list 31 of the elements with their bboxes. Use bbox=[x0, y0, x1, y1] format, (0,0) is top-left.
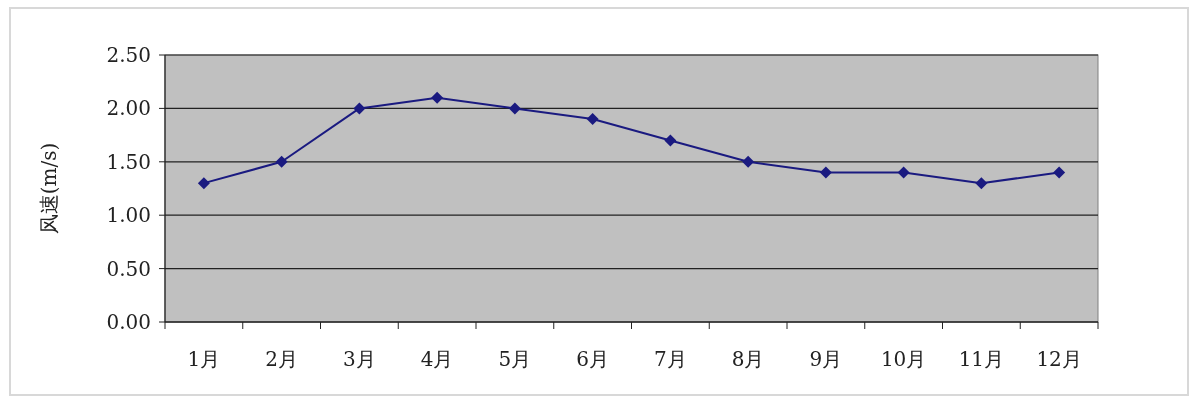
x-tick-label: 8月 bbox=[731, 347, 765, 371]
point bbox=[197, 177, 210, 190]
x-tick-label: 2月 bbox=[265, 347, 298, 371]
point bbox=[897, 166, 910, 179]
point bbox=[586, 113, 599, 126]
y-axis-title: 风速(m/s) bbox=[37, 142, 61, 235]
point bbox=[508, 102, 521, 115]
x-tick-label: 11月 bbox=[958, 347, 1005, 371]
x-tick-label: 3月 bbox=[343, 347, 376, 371]
y-tick-label: 0.00 bbox=[106, 310, 151, 334]
point bbox=[664, 134, 677, 147]
y-tick-label: 1.50 bbox=[106, 149, 151, 174]
x-tick-label: 5月 bbox=[498, 347, 532, 371]
point bbox=[819, 166, 832, 179]
x-tick-label: 10月 bbox=[880, 347, 927, 371]
y-tick-label: 2.50 bbox=[106, 43, 151, 67]
x-tick-label: 1月 bbox=[187, 347, 221, 371]
point bbox=[975, 177, 988, 190]
point bbox=[1053, 166, 1066, 179]
y-tick-label: 0.50 bbox=[106, 256, 151, 281]
point bbox=[275, 155, 288, 168]
x-tick-label: 12月 bbox=[1036, 347, 1082, 371]
x-tick-label: 9月 bbox=[809, 347, 843, 371]
point bbox=[353, 102, 366, 115]
x-tick-label: 7月 bbox=[654, 347, 687, 371]
y-tick-label: 1.00 bbox=[106, 203, 151, 228]
x-tick-label: 6月 bbox=[576, 347, 609, 371]
x-tick-label: 4月 bbox=[420, 347, 454, 371]
point bbox=[742, 155, 755, 168]
y-tick-label: 2.00 bbox=[106, 96, 151, 121]
point bbox=[431, 91, 444, 104]
